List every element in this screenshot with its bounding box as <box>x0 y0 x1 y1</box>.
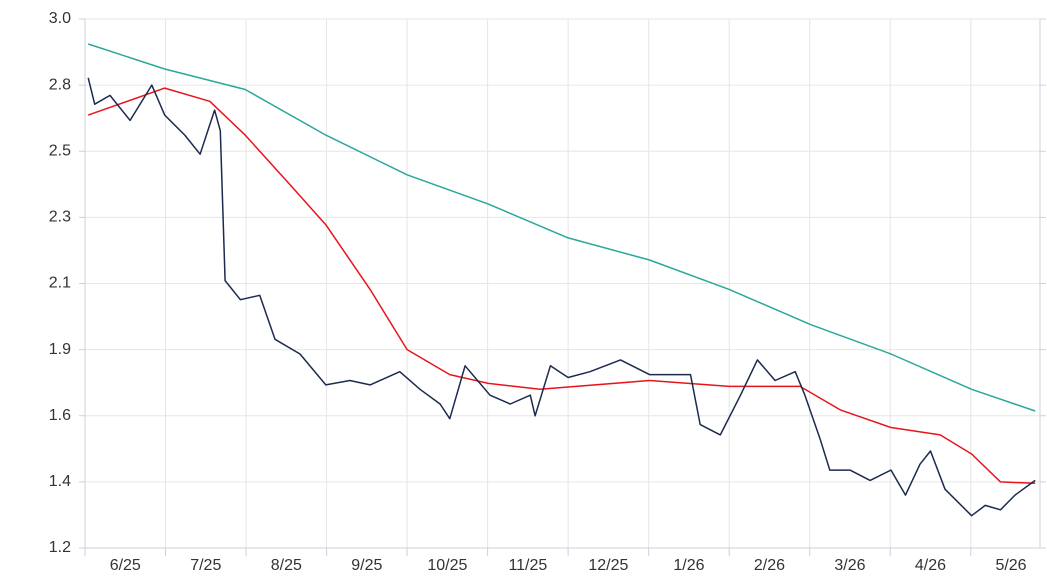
y-tick-label: 1.9 <box>49 341 71 358</box>
x-tick-label: 2/26 <box>754 557 785 574</box>
y-tick-label: 2.1 <box>49 275 71 292</box>
x-tick-label: 8/25 <box>271 557 302 574</box>
y-tick-label: 1.2 <box>49 539 71 556</box>
y-tick-label: 1.6 <box>49 407 71 424</box>
line-series <box>87 77 1036 517</box>
y-tick-label: 3.0 <box>49 10 71 27</box>
x-tick-label: 7/25 <box>190 557 221 574</box>
x-tick-label: 4/26 <box>915 557 946 574</box>
x-tick-label: 5/26 <box>995 557 1026 574</box>
x-tick-label: 12/25 <box>588 557 628 574</box>
x-tick-label: 3/26 <box>834 557 865 574</box>
y-tick-label: 2.8 <box>49 76 71 93</box>
y-tick-label: 2.5 <box>49 142 71 159</box>
line-series <box>87 87 1036 485</box>
x-tick-label: 11/25 <box>508 557 547 574</box>
x-tick-label: 1/26 <box>673 557 704 574</box>
line-series <box>87 43 1036 412</box>
x-tick-label: 10/25 <box>427 557 467 574</box>
y-tick-label: 1.4 <box>49 473 71 490</box>
x-tick-label: 9/25 <box>351 557 382 574</box>
y-tick-label: 2.3 <box>49 209 71 226</box>
x-tick-label: 6/25 <box>110 557 141 574</box>
